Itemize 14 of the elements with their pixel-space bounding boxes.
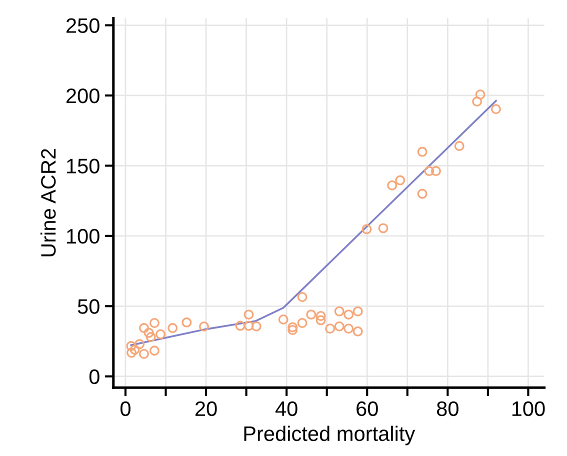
x-tick-label: 100 (512, 401, 545, 416)
y-axis-title: Urine ACR2 (40, 148, 56, 256)
y-tick-label: 250 (66, 18, 100, 34)
y-tick-label: 0 (89, 369, 100, 384)
y-tick-label: 100 (67, 228, 100, 244)
y-tick-label: 150 (67, 158, 100, 174)
x-tick-label: 80 (436, 401, 458, 416)
y-tick-label: 50 (78, 299, 100, 314)
x-tick-label: 60 (356, 401, 378, 416)
y-tick-label: 200 (66, 88, 100, 104)
x-tick-label: 20 (195, 401, 217, 416)
x-axis-title: Predicted mortality (244, 426, 416, 446)
x-tick-label: 0 (120, 401, 130, 416)
x-tick-label: 40 (275, 401, 298, 416)
